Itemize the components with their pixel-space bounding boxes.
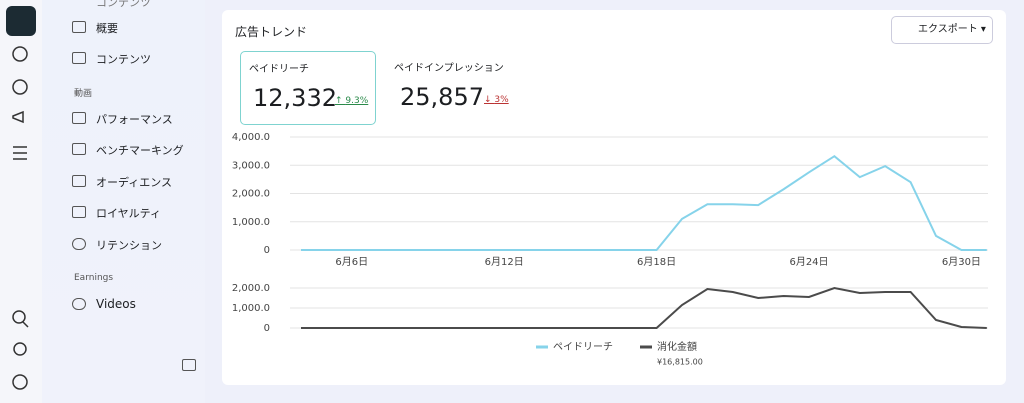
dashboard-icon[interactable] xyxy=(6,6,36,36)
legend-total: ¥16,815.00 xyxy=(657,358,703,367)
rail-icons xyxy=(12,46,29,390)
metric-label: ペイドリーチ xyxy=(249,64,309,75)
menu-item[interactable]: ロイヤルティ xyxy=(96,207,162,220)
section-label: Earnings xyxy=(74,273,114,283)
menu-item[interactable]: コンテンツ xyxy=(96,53,151,66)
series-line xyxy=(301,286,987,329)
y-tick-label: 0 xyxy=(264,245,270,256)
export-label: エクスポート xyxy=(918,24,978,35)
sidebar: コンテンツ 概要 コンテンツ 動画 パフォーマンス ベンチマーキング オーディエ… xyxy=(42,0,205,403)
y-tick-label: 1,000.0 xyxy=(232,217,270,228)
metric-tab[interactable]: ペイドインプレッション 25,857 ↓ 3% xyxy=(388,51,548,125)
menu-item[interactable]: 概要 xyxy=(96,22,118,35)
charts: ペイドリーチ 消化金額 ¥16,815.00 0 1,000.0 2,000.0 3,… xyxy=(232,132,988,367)
section-label: 動画 xyxy=(74,89,93,99)
trend-card: 広告トレンド エクスポート ▾ ペイドリーチ 12,332 ↑ 9.3% ペイド… xyxy=(222,10,1006,385)
metric-change: ↓ 3% xyxy=(484,95,509,105)
menu-item[interactable]: Videos xyxy=(96,297,136,311)
metric-value: 12,332 xyxy=(253,84,337,112)
series-line xyxy=(301,154,987,251)
y-tick-label: 2,000.0 xyxy=(232,189,270,200)
x-tick-label: 6月30日 xyxy=(942,256,981,268)
card-title: 広告トレンド xyxy=(235,25,308,39)
icon-rail xyxy=(0,0,42,403)
change-value: 9.3% xyxy=(345,96,369,106)
y-tick-label: 2,000.0 xyxy=(232,283,270,294)
export-button[interactable]: エクスポート ▾ xyxy=(891,16,993,44)
y-tick-label: 4,000.0 xyxy=(232,132,270,143)
metric-tab[interactable]: ペイドリーチ 12,332 ↑ 9.3% xyxy=(240,51,376,125)
metric-label: ペイドインプレッション xyxy=(394,63,504,74)
menu-item[interactable]: リテンション xyxy=(96,239,162,252)
metric-change: ↑ 9.3% xyxy=(335,96,369,106)
menu-item[interactable]: コンテンツ xyxy=(96,0,151,9)
legend-label: 消化金額 xyxy=(657,340,697,353)
change-value: 3% xyxy=(494,95,509,105)
menu-item[interactable]: ベンチマーキング xyxy=(96,144,184,157)
y-tick-label: 3,000.0 xyxy=(232,160,270,171)
x-tick-label: 6月12日 xyxy=(485,256,524,268)
menu-item[interactable]: オーディエンス xyxy=(96,176,173,189)
metric-value: 25,857 xyxy=(400,83,484,111)
menu-item[interactable]: パフォーマンス xyxy=(96,113,173,126)
y-tick-label: 1,000.0 xyxy=(232,303,270,314)
x-tick-label: 6月6日 xyxy=(335,256,368,268)
legend-label: ペイドリーチ xyxy=(553,341,613,353)
x-tick-label: 6月24日 xyxy=(789,256,828,268)
x-tick-label: 6月18日 xyxy=(637,256,676,268)
y-tick-label: 0 xyxy=(264,323,270,334)
